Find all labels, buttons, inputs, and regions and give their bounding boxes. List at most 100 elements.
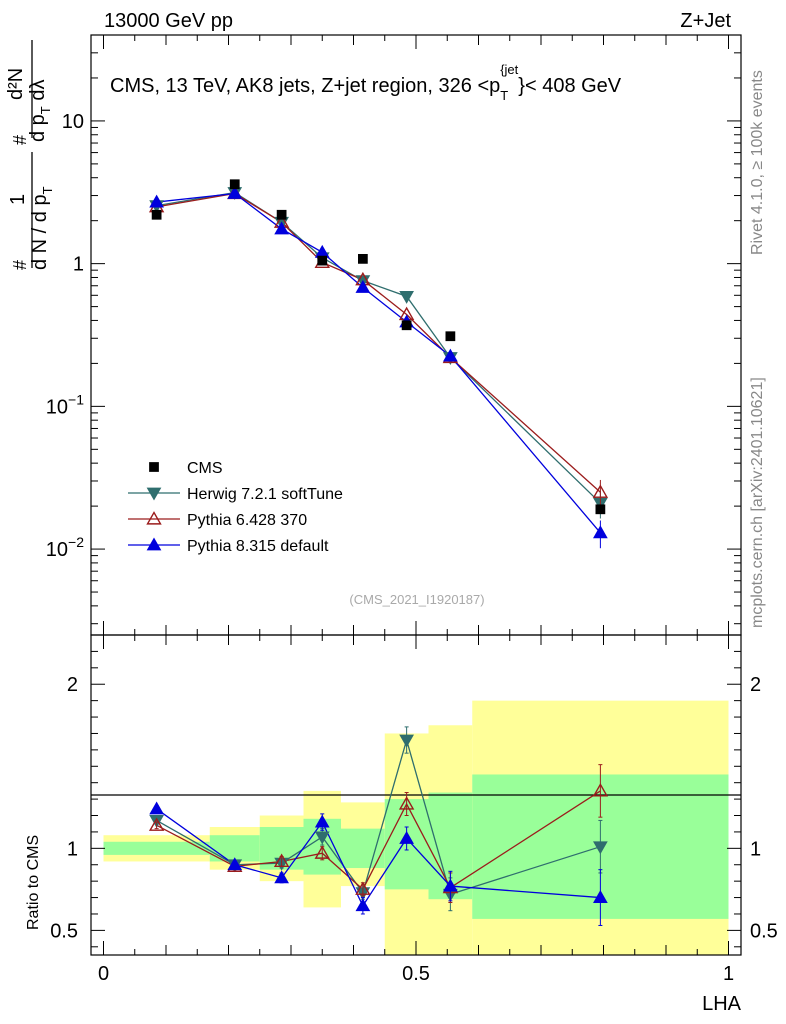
- watermark: (CMS_2021_I1920187): [349, 592, 484, 607]
- rivet-label: Rivet 4.1.0, ≥ 100k events: [749, 70, 766, 255]
- ratio-point-Pythia 6.428 370: [592, 782, 609, 797]
- ratio-ytick-label-right: 2: [750, 674, 761, 696]
- ratio-point-Pythia 8.315 default: [227, 857, 243, 871]
- cms-data-point: [401, 320, 412, 331]
- main-ytick-label-base: 10: [46, 396, 68, 418]
- ylabel-hash-2: #: [10, 135, 30, 145]
- ratio-data-layer: [148, 726, 609, 926]
- cms-data-point: [229, 179, 240, 190]
- series-point-Pythia 8.315 default: [274, 221, 289, 235]
- ratio-ytick-label-left: 1: [67, 838, 78, 860]
- main-ytick-label: 10: [62, 111, 84, 133]
- ratio-xtick-label: 1: [723, 963, 734, 985]
- header-left: 13000 GeV pp: [104, 10, 233, 32]
- main-data-layer: [148, 179, 609, 549]
- ratio-ylabel: Ratio to CMS: [25, 835, 42, 930]
- series-point-Pythia 8.315 default: [443, 348, 458, 362]
- ratio-point-Pythia 8.315 default: [355, 898, 371, 912]
- series-point-Herwig 7.2.1 softTune: [399, 290, 414, 304]
- ratio-ytick-label-right: 0.5: [750, 920, 778, 942]
- cms-data-point: [595, 504, 606, 515]
- ratio-point-Herwig 7.2.1 softTune: [399, 734, 414, 748]
- ratio-xtick-label: 0.5: [402, 963, 430, 985]
- legend-label: Pythia 6.428 370: [187, 512, 307, 529]
- ylabel-hash-1: #: [10, 260, 30, 270]
- main-ytick-label-exp: −1: [68, 391, 84, 407]
- ylabel-den2: d pT dλ: [27, 80, 53, 142]
- legend-label: Pythia 8.315 default: [187, 538, 329, 555]
- legend-label: Herwig 7.2.1 softTune: [187, 486, 343, 503]
- plot-title: CMS, 13 TeV, AK8 jets, Z+jet region, 326…: [110, 62, 622, 103]
- ratio-point-Pythia 8.315 default: [274, 870, 289, 884]
- ratio-ticks: 0 0.5 1 2 2 1 1 0.5 0.5: [50, 635, 778, 985]
- ratio-line-Pythia 6.428 370: [156, 790, 601, 891]
- series-point-Pythia 8.315 default: [593, 525, 608, 539]
- cms-data-point: [151, 209, 162, 220]
- series-line-Pythia 8.315 default: [156, 192, 601, 534]
- mcplots-label: mcplots.cern.ch [arXiv:2401.10621]: [749, 377, 766, 628]
- ylabel-num2: d²N: [5, 68, 27, 100]
- plot-title-main: CMS, 13 TeV, AK8 jets, Z+jet region, 326…: [110, 75, 500, 97]
- legend-marker: [149, 462, 159, 472]
- series-line-Herwig 7.2.1 softTune: [156, 191, 601, 504]
- ratio-point-Pythia 8.315 default: [149, 801, 164, 815]
- main-ytick-label: 1: [73, 254, 84, 276]
- series-point-Pythia 8.315 default: [227, 186, 243, 199]
- legend-marker: [146, 511, 162, 525]
- ratio-ytick-label-left: 2: [67, 674, 78, 696]
- cms-data-point: [276, 209, 287, 220]
- series-point-Pythia 6.428 370: [592, 484, 609, 498]
- ratio-point-Herwig 7.2.1 softTune: [593, 841, 608, 855]
- ratio-point-Pythia 6.428 370: [398, 796, 415, 810]
- ratio-point-Pythia 6.428 370: [148, 817, 165, 831]
- series-point-Pythia 8.315 default: [355, 280, 371, 293]
- ylabel-den-text: d N / d p: [29, 194, 51, 270]
- ylabel-den2-text: d p: [27, 114, 49, 142]
- ylabel-den2-tail: dλ: [27, 80, 49, 107]
- ratio-point-Pythia 8.315 default: [399, 830, 414, 844]
- cms-data-point: [358, 253, 368, 264]
- ratio-plot: 0 0.5 1 2 2 1 1 0.5 0.5: [50, 634, 778, 985]
- ratio-xtick-label: 0: [98, 963, 109, 985]
- legend-marker: [146, 537, 162, 551]
- main-ytick-label-base: 10: [62, 111, 84, 133]
- ratio-ytick-label-right: 1: [750, 838, 761, 860]
- cms-data-point: [317, 255, 328, 266]
- legend-label: CMS: [187, 460, 223, 477]
- ratio-point-Pythia 6.428 370: [355, 881, 371, 895]
- legend-marker: [146, 487, 162, 501]
- ratio-line-Pythia 8.315 default: [156, 808, 601, 908]
- main-ytick-label: 10−1: [46, 391, 84, 418]
- plot-title-sup: {jet: [500, 62, 518, 77]
- main-ylabel: # d N / d pT 1 # d pT dλ d²N: [5, 40, 55, 270]
- xlabel: LHA: [702, 993, 742, 1015]
- ratio-band-green: [341, 828, 385, 869]
- ylabel-den-sub: T: [40, 186, 55, 194]
- ylabel-den2-sub: T: [38, 106, 53, 114]
- ylabel-den: d N / d pT: [29, 186, 55, 270]
- ratio-point-Pythia 8.315 default: [443, 878, 458, 892]
- ratio-point-Herwig 7.2.1 softTune: [149, 815, 164, 828]
- ratio-point-Pythia 8.315 default: [593, 890, 608, 903]
- series-point-Pythia 8.315 default: [149, 194, 164, 208]
- plot-title-sub: T: [500, 88, 508, 103]
- ratio-bands: [103, 700, 729, 955]
- main-ytick-label-base: 1: [73, 254, 84, 276]
- ratio-ytick-label-left: 0.5: [50, 920, 78, 942]
- ratio-point-Pythia 8.315 default: [314, 814, 330, 828]
- header-right: Z+Jet: [680, 10, 731, 32]
- main-ytick-label: 10−2: [46, 534, 84, 561]
- ratio-point-Herwig 7.2.1 softTune: [314, 831, 330, 845]
- ratio-point-Pythia 6.428 370: [273, 853, 290, 868]
- legend: CMS Herwig 7.2.1 softTune Pythia 6.428 370…: [128, 460, 343, 555]
- cms-data-point: [445, 331, 456, 342]
- series-point-Pythia 8.315 default: [314, 244, 330, 258]
- series-line-Pythia 6.428 370: [156, 192, 601, 493]
- ratio-point-Pythia 6.428 370: [314, 845, 330, 859]
- ylabel-num: 1: [7, 194, 29, 205]
- main-ytick-label-base: 10: [46, 539, 68, 561]
- plot-title-tail: }< 408 GeV: [518, 75, 622, 97]
- main-ytick-label-exp: −2: [68, 534, 84, 550]
